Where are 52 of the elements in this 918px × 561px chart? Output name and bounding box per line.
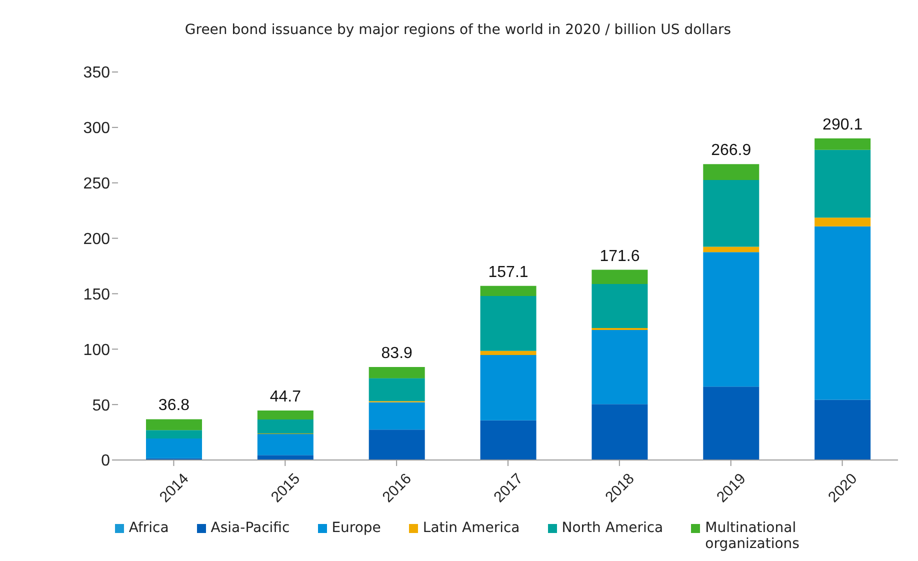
bar: [480, 350, 536, 356]
bar: [368, 402, 425, 430]
bar: [814, 150, 871, 218]
bar: [146, 430, 202, 438]
y-tick-label: 300: [83, 120, 110, 138]
legend-label: North America: [562, 520, 664, 536]
bar: [814, 226, 871, 400]
bar: [592, 284, 648, 328]
y-tick-label: 100: [83, 342, 110, 359]
bar: [368, 430, 425, 460]
bar: [592, 270, 648, 284]
bar: [703, 164, 760, 180]
total-label: 36.8: [158, 397, 190, 414]
y-tick-label: 0: [101, 452, 110, 470]
bar: [703, 386, 760, 460]
bar: [368, 366, 425, 378]
bar: [703, 246, 760, 252]
y-tick-label: 50: [92, 397, 110, 414]
bar: [814, 400, 871, 460]
legend-label: Asia-Pacific: [210, 520, 290, 536]
bar: [814, 218, 871, 226]
bar: [592, 404, 648, 460]
bar: [480, 420, 536, 460]
y-tick-label: 350: [83, 64, 110, 82]
bar: [703, 180, 760, 247]
bar: [257, 420, 314, 434]
total-label: 157.1: [488, 264, 528, 281]
bar: [480, 286, 536, 296]
legend-label: Africa: [128, 520, 169, 536]
y-tick-label: 250: [83, 176, 110, 193]
bar: [257, 455, 314, 460]
bar: [592, 330, 648, 404]
bar: [480, 296, 536, 351]
legend-label: Europe: [332, 520, 381, 536]
chart-title: Green bond issuance by major regions of the world in 2020 / billion US dollars: [184, 21, 732, 40]
bar: [257, 434, 314, 456]
bar: [368, 378, 425, 402]
bar: [480, 355, 536, 420]
total-label: 44.7: [270, 388, 302, 406]
total-label: 83.9: [381, 344, 413, 362]
legend-label: Latin America: [422, 520, 520, 536]
y-tick-label: 150: [83, 286, 110, 304]
bar: [814, 138, 871, 150]
bar: [257, 410, 314, 420]
bar: [146, 419, 202, 430]
y-tick-label: 200: [83, 230, 110, 248]
bar: [703, 252, 760, 387]
total-label: 171.6: [600, 248, 640, 265]
total-label: 266.9: [711, 142, 752, 160]
legend-label: Multinational organizations: [705, 520, 800, 552]
bar: [146, 438, 202, 458]
total-label: 290.1: [822, 116, 863, 134]
